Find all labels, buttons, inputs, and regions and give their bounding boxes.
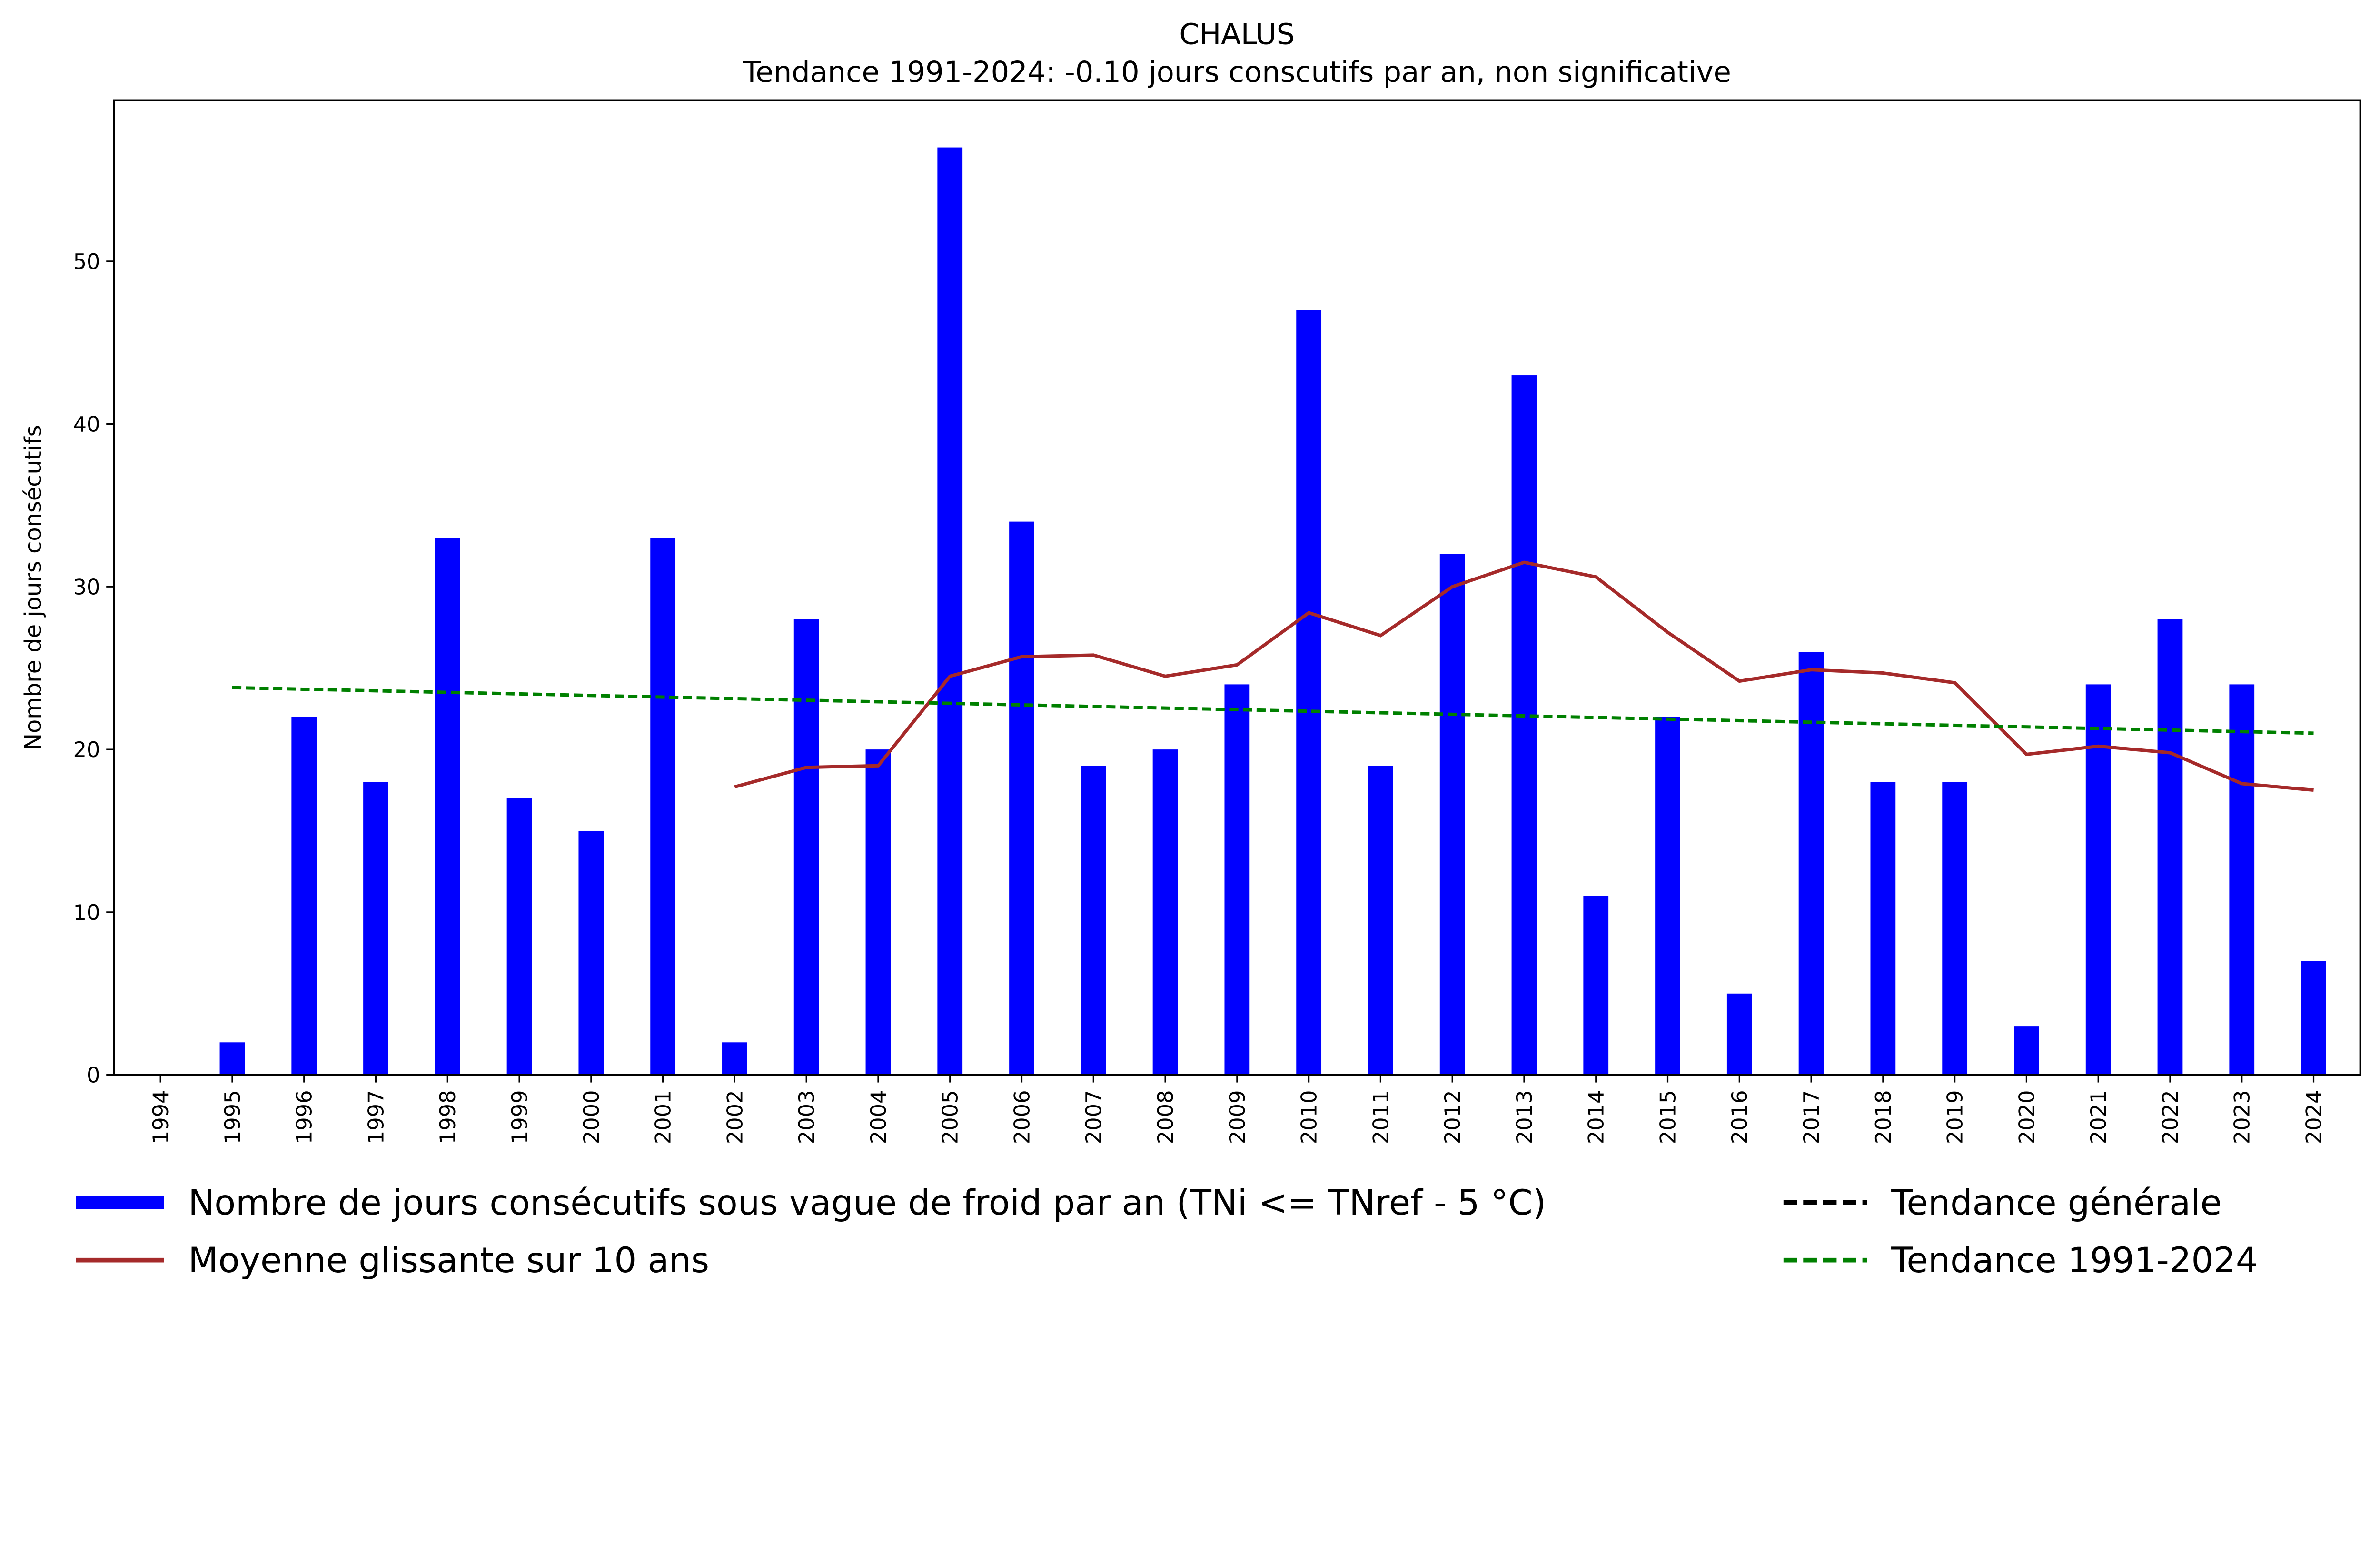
plot-area: 0 10 20 30 40 50 1994 1995 1996 1997 1998 1999 2000 2… xyxy=(73,147,2326,1145)
moving-average-line xyxy=(734,560,2314,792)
y-tick-label: 30 xyxy=(73,575,100,599)
x-tick-label: 1996 xyxy=(292,1090,317,1145)
x-tick-label: 2010 xyxy=(1297,1090,1322,1145)
x-tick-label: 2002 xyxy=(723,1090,747,1145)
legend-label: Nombre de jours consécutifs sous vague d… xyxy=(188,1183,1546,1223)
bar-2006 xyxy=(1009,521,1034,1075)
x-tick-label: 2017 xyxy=(1799,1090,1824,1145)
bar-2012 xyxy=(1439,554,1465,1075)
x-tick-label: 2013 xyxy=(1512,1090,1537,1145)
x-tick-label: 2014 xyxy=(1584,1090,1609,1145)
bar-2010 xyxy=(1296,310,1322,1075)
x-tick-label: 2007 xyxy=(1081,1090,1106,1145)
y-tick-label: 0 xyxy=(87,1063,100,1088)
x-tick-label: 2021 xyxy=(2086,1090,2111,1145)
x-tick-label: 2016 xyxy=(1727,1090,1752,1145)
bar-2018 xyxy=(1870,782,1896,1075)
bar-2020 xyxy=(2014,1026,2039,1075)
x-tick-label: 2018 xyxy=(1871,1090,1896,1145)
legend: Nombre de jours consécutifs sous vague d… xyxy=(76,1183,2258,1281)
bar-2008 xyxy=(1152,749,1178,1075)
chart-subtitle: Tendance 1991-2024: -0.10 jours conscuti… xyxy=(743,56,1731,89)
x-tick-label: 2008 xyxy=(1153,1090,1178,1145)
bar-2016 xyxy=(1726,993,1752,1075)
x-tick-label: 2001 xyxy=(651,1090,676,1145)
bar-2024 xyxy=(2301,961,2326,1075)
x-tick-label: 2009 xyxy=(1225,1090,1250,1145)
bar-2004 xyxy=(865,749,891,1075)
bar-1999 xyxy=(506,798,532,1075)
x-tick-label: 2006 xyxy=(1010,1090,1034,1145)
trend-line xyxy=(232,686,2314,735)
bar-2019 xyxy=(1942,782,1968,1075)
x-tick-label: 1999 xyxy=(507,1090,532,1145)
chart-title: CHALUS xyxy=(1179,18,1295,51)
x-tick-label: 2024 xyxy=(2301,1090,2326,1145)
bar-2022 xyxy=(2157,619,2183,1075)
bar-1996 xyxy=(291,717,317,1075)
chart: CHALUS Tendance 1991-2024: -0.10 jours c… xyxy=(20,18,2361,1281)
x-tick-label: 1998 xyxy=(436,1090,460,1145)
x-tick-label: 2015 xyxy=(1656,1090,1680,1145)
y-tick-label: 10 xyxy=(73,900,100,925)
bar-1998 xyxy=(435,538,460,1075)
bar-2007 xyxy=(1081,766,1106,1075)
x-tick-label: 1994 xyxy=(149,1090,173,1145)
bar-2009 xyxy=(1224,684,1250,1075)
legend-label: Moyenne glissante sur 10 ans xyxy=(188,1240,709,1281)
bar-2011 xyxy=(1368,766,1393,1075)
y-tick-label: 20 xyxy=(73,738,100,762)
bar-2023 xyxy=(2229,684,2255,1075)
bar-2015 xyxy=(1655,717,1680,1075)
y-tick-label: 40 xyxy=(73,412,100,437)
y-axis-label: Nombre de jours consécutifs xyxy=(20,425,47,750)
bar-2000 xyxy=(578,830,604,1075)
bar-2021 xyxy=(2085,684,2111,1075)
x-tick-label: 2005 xyxy=(938,1090,963,1145)
legend-label: Tendance 1991-2024 xyxy=(1891,1240,2258,1281)
bar-2017 xyxy=(1798,652,1824,1075)
bar-1995 xyxy=(219,1042,245,1075)
x-tick-label: 1995 xyxy=(220,1090,245,1145)
bar-2005 xyxy=(937,147,963,1075)
x-tick-label: 2000 xyxy=(579,1090,604,1145)
bar-2002 xyxy=(722,1042,747,1075)
x-tick-label: 2003 xyxy=(794,1090,819,1145)
x-tick-label: 2022 xyxy=(2158,1090,2183,1145)
x-tick-label: 2011 xyxy=(1368,1090,1393,1145)
x-tick-label: 2023 xyxy=(2230,1090,2255,1145)
bar-2013 xyxy=(1511,375,1537,1075)
x-tick-label: 1997 xyxy=(364,1090,388,1145)
bar-1997 xyxy=(363,782,388,1075)
x-tick-label: 2012 xyxy=(1440,1090,1465,1145)
x-tick-label: 2004 xyxy=(866,1090,891,1145)
bar-2014 xyxy=(1583,896,1609,1075)
bar-2001 xyxy=(650,538,676,1075)
legend-label: Tendance générale xyxy=(1891,1183,2221,1223)
y-tick-label: 50 xyxy=(73,249,100,274)
x-tick-label: 2019 xyxy=(1943,1090,1968,1145)
plot-frame xyxy=(113,99,2361,1076)
bar-2003 xyxy=(793,619,819,1075)
x-tick-label: 2020 xyxy=(2014,1090,2039,1145)
